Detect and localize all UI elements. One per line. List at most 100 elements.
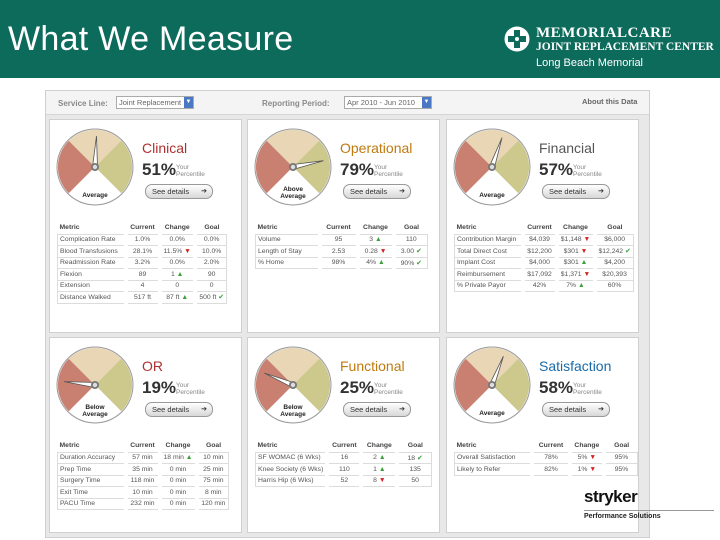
metric-goal: 3.00 ✔ — [395, 245, 428, 258]
metric-change: 11.5% ▼ — [161, 245, 193, 258]
arrow-right-icon: ➔ — [399, 406, 405, 413]
metric-current: 3.2% — [127, 256, 158, 269]
table-header: Metric Current Change Goal — [256, 222, 428, 234]
metric-goal: 18 ✔ — [399, 451, 432, 464]
see-details-button[interactable]: See details ➔ — [343, 184, 411, 199]
gauge-label: Below Average — [280, 404, 306, 418]
metric-current: 517 ft — [127, 291, 158, 304]
service-line-label: Service Line: — [58, 99, 108, 108]
metric-goal: 500 ft ✔ — [196, 291, 228, 304]
see-details-button[interactable]: See details ➔ — [542, 402, 610, 417]
metric-change: 5% ▼ — [571, 451, 602, 464]
panel-financial: Average Financial 57% Your Percentile Se… — [446, 119, 639, 333]
column-header: Change — [363, 224, 388, 232]
column-header: Change — [574, 442, 600, 450]
column-header: Current — [130, 224, 155, 232]
see-details-button[interactable]: See details ➔ — [145, 184, 213, 199]
slide-title: What We Measure — [8, 20, 294, 58]
metric-name: % Home — [255, 256, 318, 269]
column-header: Metric — [59, 442, 80, 450]
metric-name: Likely to Refer — [454, 463, 531, 476]
table-row: Prep Time 35 min 0 min 25 min — [57, 463, 230, 476]
metric-name: Overall Satisfaction — [454, 451, 531, 464]
table-row: Duration Accuracy 57 min 18 min ▲ 10 min — [57, 451, 230, 464]
goal-met-check-icon: ✔ — [218, 294, 224, 302]
trend-up-icon: ▲ — [181, 293, 189, 301]
metric-change: 0 min — [161, 474, 195, 487]
metric-goal: 2.0% — [196, 256, 228, 269]
metric-change: 4% ▲ — [359, 256, 392, 269]
memorialcare-cross-icon — [504, 26, 530, 52]
table-row: Extension 4 0 0 — [57, 279, 228, 292]
metric-current: 28.1% — [127, 245, 158, 258]
divider — [584, 510, 714, 511]
metric-name: Surgery Time — [57, 474, 124, 487]
metric-goal: 120 min — [198, 497, 230, 510]
metric-change: 0.0% — [161, 233, 193, 246]
metric-goal: $6,000 — [596, 233, 634, 246]
column-header: Metric — [456, 224, 477, 232]
table-header: Metric Current Change Goal — [58, 222, 227, 234]
metric-current: 118 min — [127, 474, 158, 487]
logo-subtitle: Joint Replacement Center — [536, 41, 714, 53]
trend-down-icon: ▼ — [589, 454, 597, 462]
column-header: Current — [527, 224, 552, 232]
see-details-button[interactable]: See details ➔ — [145, 402, 213, 417]
column-header: Goal — [607, 224, 623, 232]
metric-current: 89 — [127, 268, 158, 281]
trend-up-icon: ▲ — [580, 259, 588, 267]
period-label: Reporting Period: — [262, 99, 330, 108]
metric-name: PACU Time — [57, 497, 124, 510]
see-details-button[interactable]: See details ➔ — [542, 184, 610, 199]
table-row: SF WOMAC (6 Wks) 16 2 ▲ 18 ✔ — [255, 451, 432, 464]
metric-goal: 0.0% — [196, 233, 228, 246]
metric-current: 10 min — [127, 486, 158, 499]
table-row: Harris Hip (6 Wks) 52 8 ▼ 50 — [255, 474, 432, 487]
metric-change: $301 ▼ — [558, 245, 593, 258]
see-details-button[interactable]: See details ➔ — [343, 402, 411, 417]
goal-met-check-icon: ✔ — [624, 248, 631, 256]
metric-name: SF WOMAC (6 Wks) — [255, 451, 326, 464]
gauge-label: Above Average — [280, 186, 306, 200]
table-row: PACU Time 232 min 0 min 120 min — [57, 497, 230, 510]
filter-bar: Service Line: Joint Replacement ▼ Report… — [46, 91, 649, 115]
gauge-label: Average — [479, 192, 505, 199]
metric-goal: 60% — [596, 279, 634, 292]
trend-up-icon: ▲ — [378, 454, 386, 462]
metric-goal: $12,242 ✔ — [596, 245, 634, 258]
metric-goal: 10 min — [198, 451, 230, 464]
panel-title: OR — [142, 358, 163, 374]
arrow-right-icon: ➔ — [598, 406, 604, 413]
percentile-gauge: Below Average — [56, 346, 134, 424]
title-banner: What We Measure MemorialCare Joint Repla… — [0, 0, 720, 78]
panel-or: Below Average OR 19% Your Percentile See… — [49, 337, 242, 533]
column-header: Change — [165, 442, 191, 450]
trend-up-icon: ▲ — [176, 270, 184, 278]
metric-goal: 0 — [196, 279, 228, 292]
table-row: Likely to Refer 82% 1% ▼ 95% — [454, 463, 638, 476]
about-data-link[interactable]: About this Data — [582, 97, 638, 106]
metric-current: 35 min — [127, 463, 158, 476]
arrow-right-icon: ➔ — [598, 188, 604, 195]
metric-name: Extension — [57, 279, 124, 292]
panel-title: Operational — [340, 140, 413, 156]
trend-down-icon: ▼ — [379, 247, 387, 255]
metric-name: Implant Cost — [454, 256, 521, 269]
see-details-label: See details — [549, 405, 587, 414]
your-percentile-label: Your Percentile — [176, 382, 205, 396]
percentile-gauge: Above Average — [254, 128, 332, 206]
metric-name: Contribution Margin — [454, 233, 521, 246]
panel-clinical: Average Clinical 51% Your Percentile See… — [49, 119, 242, 333]
trend-up-icon: ▲ — [374, 236, 382, 244]
metric-current: $4,000 — [524, 256, 555, 269]
metric-goal: 95% — [605, 463, 638, 476]
metric-current: 110 — [329, 463, 360, 476]
metric-change: 0 — [161, 279, 193, 292]
metric-name: Readmission Rate — [57, 256, 124, 269]
panel-title: Clinical — [142, 140, 188, 156]
period-select[interactable]: Apr 2010 - Jun 2010 ▼ — [344, 96, 432, 109]
metric-current: $17,092 — [524, 268, 555, 281]
service-line-select[interactable]: Joint Replacement ▼ — [116, 96, 194, 109]
metric-current: 78% — [534, 451, 568, 464]
trend-down-icon: ▼ — [184, 247, 191, 255]
